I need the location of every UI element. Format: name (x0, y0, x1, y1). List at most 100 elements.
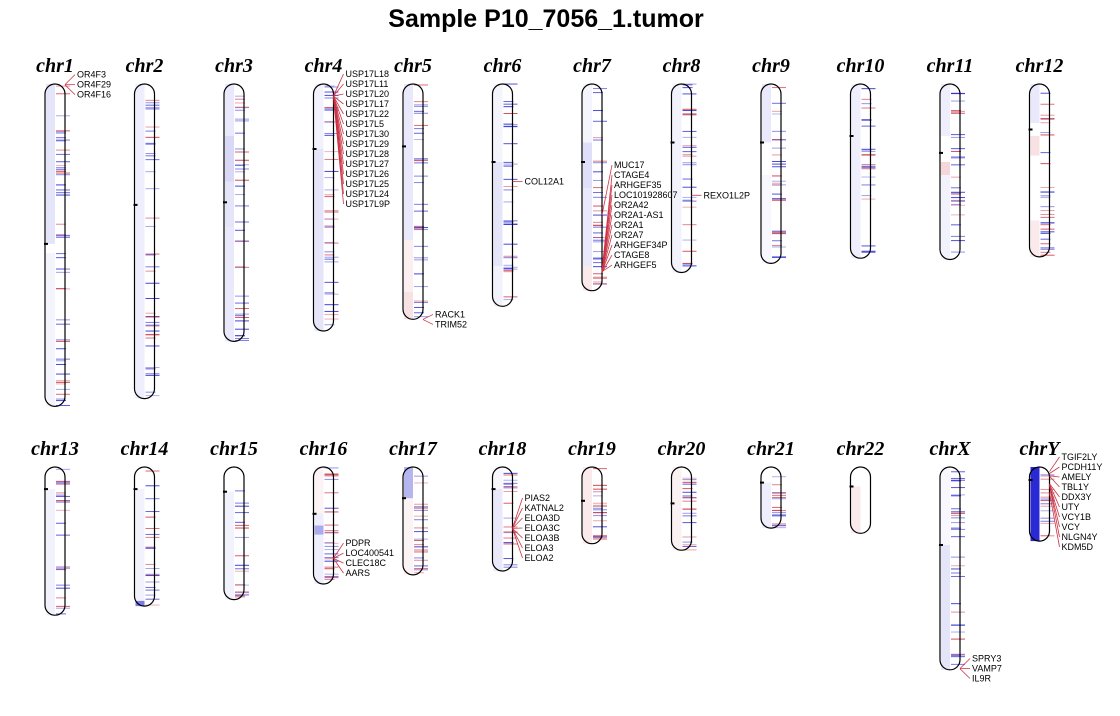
chromosome-outline (760, 83, 782, 264)
gene-label: USP17L29 (346, 139, 390, 149)
loss-segment (225, 491, 234, 600)
chromosome-chr12: chr12 (1016, 55, 1064, 258)
chromosome-outline (133, 83, 156, 400)
chromosome-outline (44, 83, 66, 407)
chromosome-label: chrY (1020, 438, 1062, 460)
loss-segment (225, 84, 234, 136)
gene-link (333, 73, 344, 97)
chromosome-chr15: chr15 (210, 438, 258, 601)
chromosome-label: chr18 (479, 438, 527, 460)
chromosome-label: chr21 (747, 438, 795, 460)
chromosome-label: chr20 (658, 438, 706, 460)
loss-segment (404, 84, 413, 240)
gene-link (422, 314, 434, 320)
chromosome-outline (939, 466, 961, 671)
gene-link (1049, 485, 1060, 528)
gene-link (64, 84, 76, 95)
chromosome-label: chr12 (1016, 55, 1064, 77)
gene-link (601, 244, 613, 273)
loss-segment (314, 513, 324, 584)
gene-label: NLGN4Y (1062, 532, 1098, 542)
chromosome-chr22: chr22 (837, 438, 885, 534)
chromosome-outline (223, 83, 245, 342)
gain-segment (404, 498, 413, 575)
gain-segment (672, 467, 682, 551)
chromosome-label: chr17 (389, 438, 438, 460)
gene-link (333, 558, 344, 564)
chromosome-label: chr7 (573, 55, 612, 77)
loss-segment (225, 136, 234, 182)
gain-segment (583, 467, 592, 544)
gene-link (64, 74, 76, 85)
gene-label: USP17L9P (346, 199, 391, 209)
gene-link (959, 658, 971, 669)
chromosome-label: chr13 (31, 438, 79, 460)
chromosome-label: chr19 (568, 438, 616, 460)
gene-label: IL9R (972, 674, 992, 684)
gene-label: ELOA3D (525, 513, 561, 523)
chromosome-outline (312, 466, 335, 585)
chromosome-label: chr3 (215, 55, 253, 77)
loss-segment (46, 84, 55, 244)
gene-link (333, 542, 344, 559)
chromosome-label: chr6 (484, 55, 522, 77)
gain-segment (1030, 220, 1040, 257)
gene-label: USP17L24 (346, 189, 390, 199)
gene-label: VCY1B (1062, 512, 1092, 522)
gain-segment (941, 162, 950, 175)
gene-link (601, 254, 613, 273)
loss-segment (672, 84, 682, 273)
chromosome-outline (849, 83, 872, 259)
loss-segment (314, 149, 324, 331)
gene-label: VAMP7 (972, 664, 1002, 674)
gene-link (512, 497, 523, 529)
loss-segment (941, 545, 950, 670)
chromosome-outline (581, 466, 603, 545)
gene-link (422, 319, 434, 325)
chromosome-outline (491, 466, 514, 572)
gene-label: OR2A1-AS1 (614, 210, 664, 220)
gene-label: ELOA2 (525, 553, 554, 563)
gene-label: OR4F29 (77, 80, 111, 90)
chromosome-label: chr8 (663, 55, 701, 77)
loss-segment (493, 266, 503, 307)
chromosome-chr7: chr7 MUC17CTAGE4ARHGEF35LOC101928607OR2A4… (573, 55, 678, 292)
gene-link (601, 164, 613, 216)
gene-link (512, 528, 523, 549)
loss-segment (493, 489, 503, 571)
chromosome-outline (1028, 466, 1051, 542)
gene-label: OR2A42 (614, 200, 649, 210)
chromosome-chr10: chr10 (837, 55, 885, 259)
chromosome-label: chr10 (837, 55, 885, 77)
gain-segment (314, 467, 324, 514)
gene-label: ELOA3C (525, 523, 561, 533)
loss-segment (941, 175, 950, 260)
gene-label: CLEC18C (346, 558, 387, 568)
loss-segment (135, 84, 145, 399)
gene-label: OR2A7 (614, 230, 644, 240)
loss-segment (941, 84, 950, 136)
gene-label: PIAS2 (525, 493, 551, 503)
gene-label: LOC101928607 (614, 190, 678, 200)
loss-segment (762, 175, 771, 264)
loss-segment (46, 253, 55, 407)
gene-label: AARS (346, 568, 371, 578)
chromosome-label: chr22 (837, 438, 885, 460)
gene-label: USP17L26 (346, 169, 390, 179)
gene-link (333, 95, 344, 105)
gene-label: MUC17 (614, 160, 645, 170)
chromosome-label: chr9 (752, 55, 790, 77)
gene-label: COL12A1 (525, 177, 565, 187)
gene-label: USP17L11 (346, 79, 389, 89)
gene-link (601, 224, 613, 272)
chromosome-outline (760, 466, 782, 529)
chromosome-outline (402, 83, 424, 320)
gene-link (1049, 483, 1060, 498)
gene-link (333, 552, 344, 559)
chromosome-label: chr5 (394, 55, 432, 77)
chromosome-outline (491, 83, 514, 307)
chromosome-chr4: chr4 USP17L18USP17L11USP17L20USP17L17USP1… (305, 55, 391, 332)
